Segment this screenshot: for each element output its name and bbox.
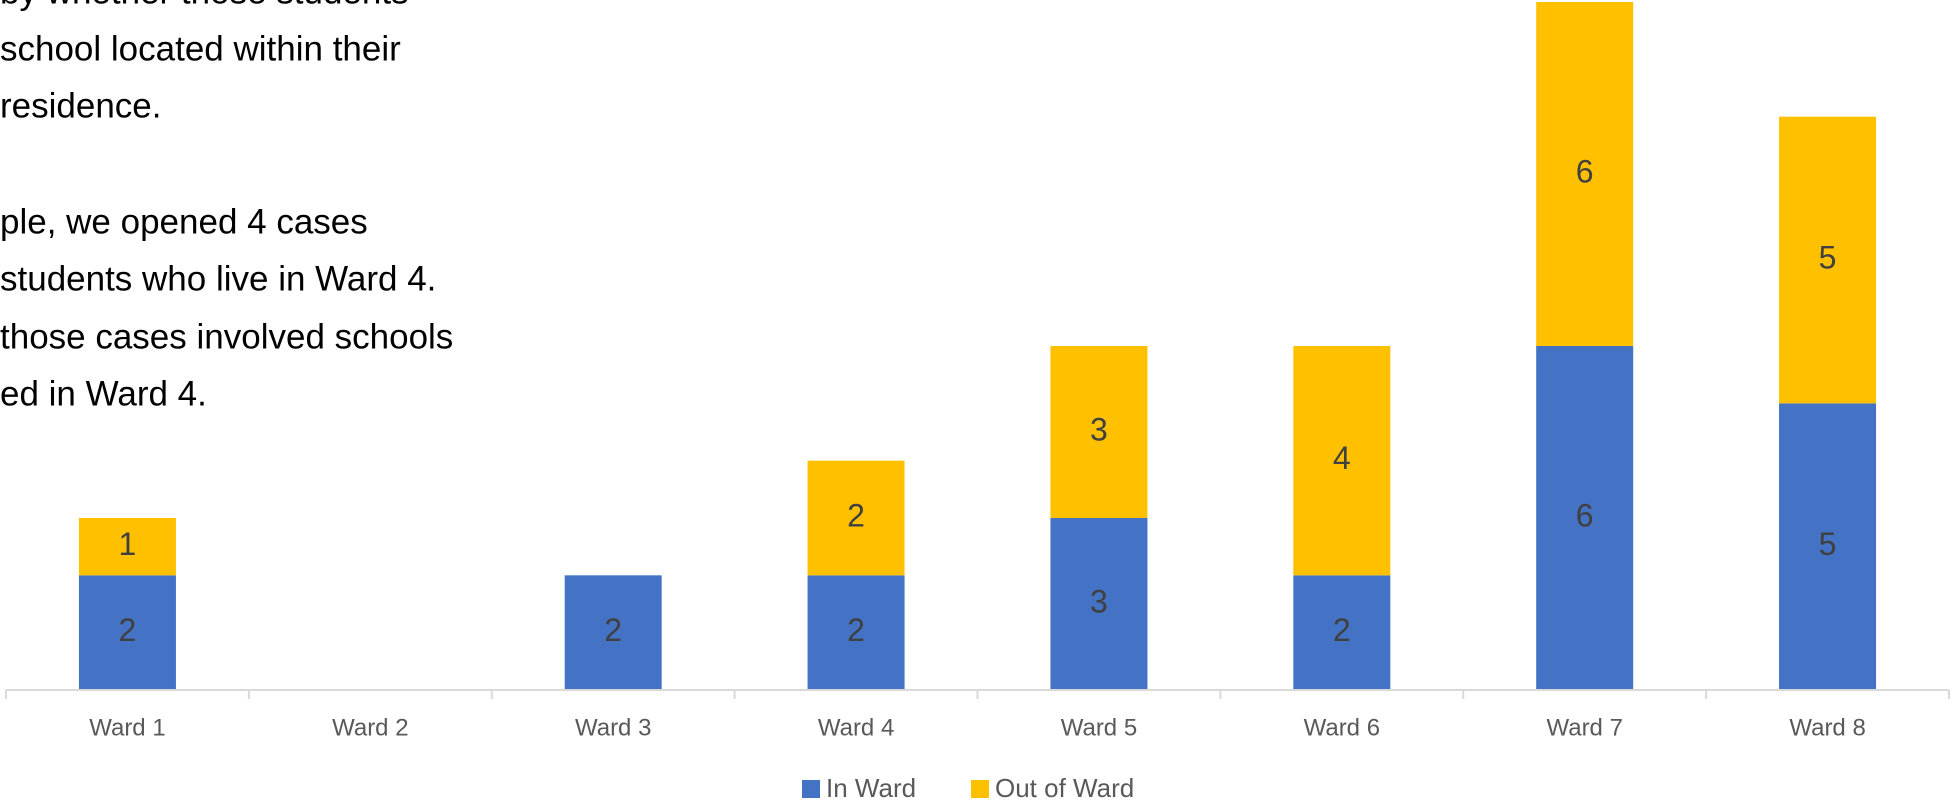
bar-segment [78,575,176,690]
x-tick-label: Ward 1 [89,714,165,741]
x-tick-label: Ward 3 [575,714,651,741]
bar-segment [1293,346,1391,576]
legend-label: In Ward [826,773,916,803]
x-tick-label: Ward 4 [818,714,894,741]
bar-segment [1779,116,1877,404]
x-tick-label: Ward 2 [332,714,408,741]
paragraph-line: ed in Ward 4. [0,374,207,413]
data-label: 2 [1333,612,1351,648]
legend-label: Out of Ward [995,773,1134,803]
bar-segment [807,575,905,690]
data-label: 2 [847,612,865,648]
data-label: 1 [119,526,137,562]
bar-segment [1536,346,1634,690]
paragraph-line: students who live in Ward 4. [0,259,436,298]
data-label: 2 [119,612,137,648]
data-label: 6 [1576,497,1594,533]
data-label: 2 [847,497,865,533]
bar-segment [807,460,905,576]
data-label: 5 [1819,239,1837,275]
bar-segment [1050,518,1148,690]
bar-segment [1779,403,1877,690]
bar-segment [78,518,176,576]
paragraph-line: residence. [0,86,161,125]
paragraph-line: those cases involved schools [0,317,453,356]
bar-segment [1050,346,1148,518]
bar-segment [564,575,662,690]
x-tick-label: Ward 5 [1061,714,1137,741]
data-label: 5 [1819,526,1837,562]
x-tick-label: Ward 8 [1789,714,1865,741]
paragraph-line: school located within their [0,29,401,68]
data-label: 6 [1576,153,1594,189]
data-label: 4 [1333,440,1351,476]
data-label: 3 [1090,411,1108,447]
x-tick-label: Ward 6 [1304,714,1380,741]
paragraph-line: by whether those students [0,0,409,11]
bar-segment [1536,2,1634,346]
bar-segment [1293,575,1391,690]
legend-swatch [971,780,989,798]
x-tick-label: Ward 7 [1546,714,1622,741]
legend-swatch [802,780,820,798]
data-label: 2 [604,612,622,648]
paragraph-line: ple, we opened 4 cases [0,202,368,241]
data-label: 3 [1090,583,1108,619]
